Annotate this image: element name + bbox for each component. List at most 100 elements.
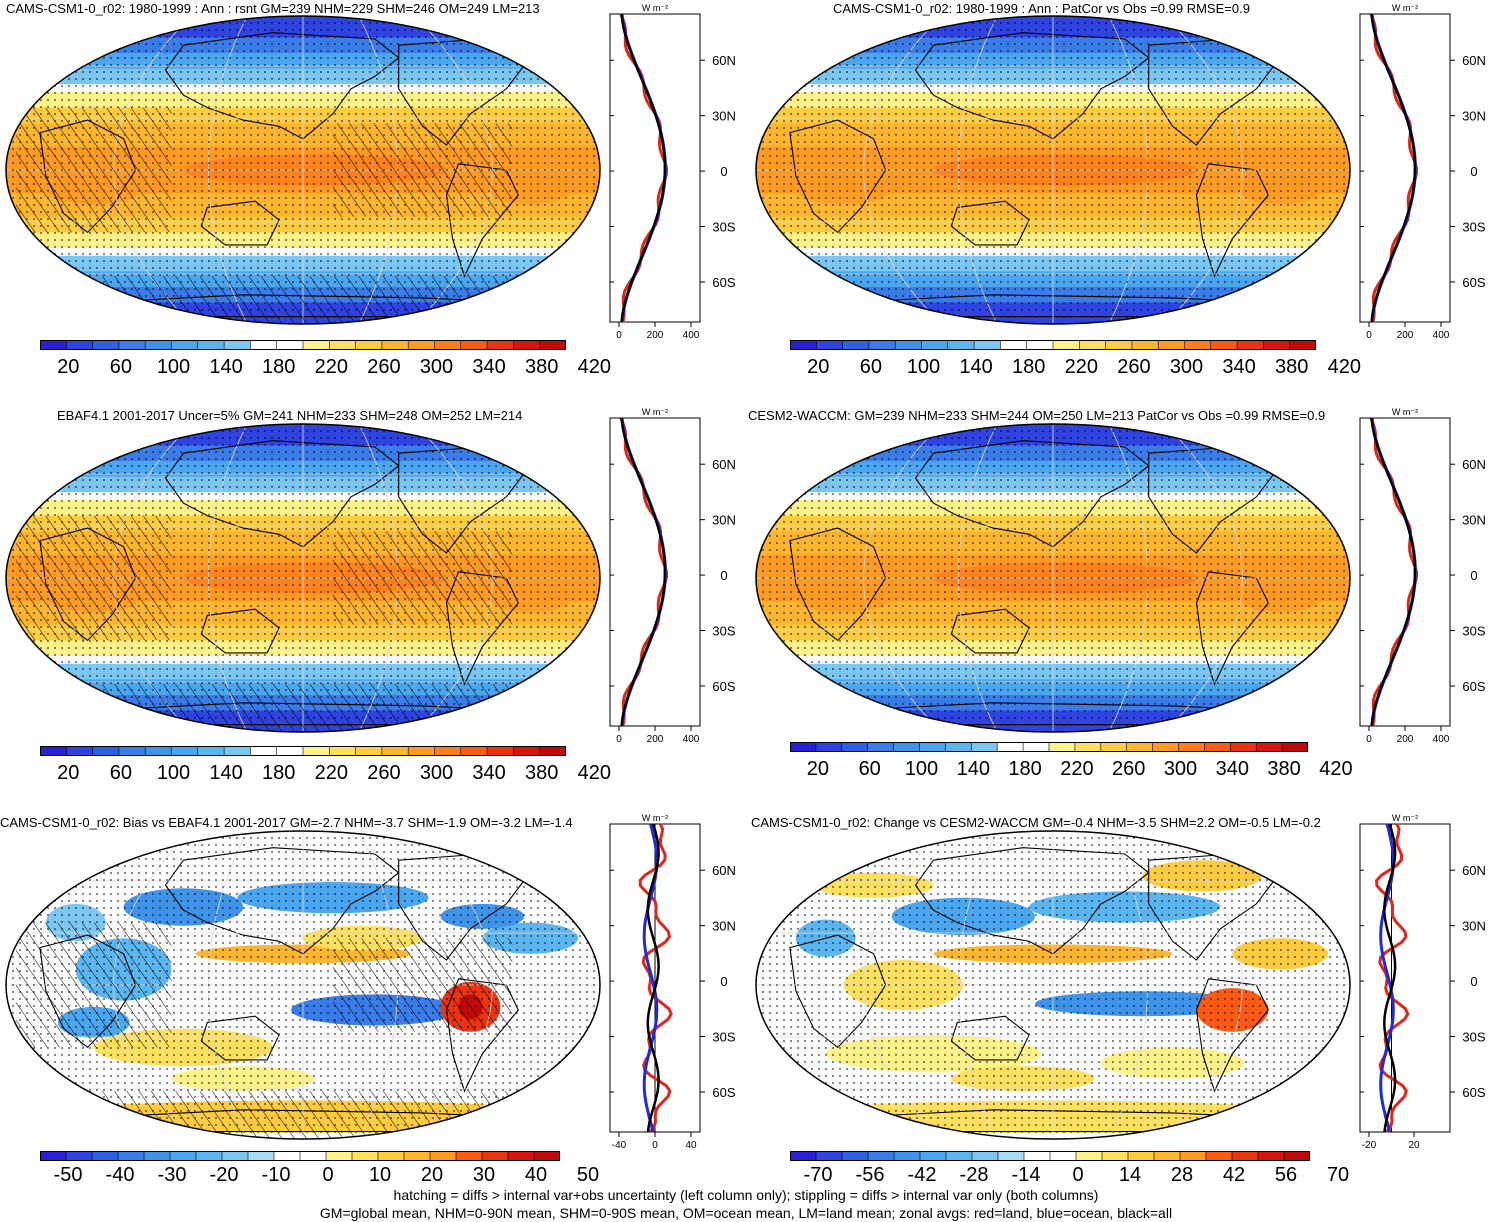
map-border (755, 15, 1351, 325)
colorbar-tick-label: 220 (1064, 356, 1098, 378)
colorbar-swatch (1024, 1151, 1051, 1161)
colorbar-swatch (222, 1151, 249, 1161)
zonal-lat-label: 0 (720, 974, 727, 989)
zonal-lat-label: 60N (712, 53, 736, 68)
panel5-title: CAMS-CSM1-0_r02: Bias vs EBAF4.1 2001-20… (0, 815, 573, 830)
hatching (332, 531, 513, 625)
colorbar-tick-label: -70 (803, 1164, 833, 1186)
colorbar-swatch (434, 340, 462, 350)
colorbar-swatch (1074, 742, 1102, 752)
colorbar-swatch (170, 1151, 197, 1161)
colorbar-tick-label: 42 (1222, 1164, 1246, 1186)
stippling (756, 831, 1350, 1139)
map-border (755, 423, 1351, 733)
colorbar-swatch (1000, 340, 1028, 350)
colorbar-swatch (868, 340, 896, 350)
colorbar-swatch (841, 742, 869, 752)
colorbar-tick-label: 100 (156, 762, 191, 784)
colorbar-swatch (1049, 742, 1076, 752)
colorbar-tick-label: -10 (261, 1164, 291, 1186)
colorbar-swatch (92, 746, 120, 756)
zonal-lat-label: 60S (712, 679, 735, 694)
colorbar-swatch (66, 1151, 93, 1161)
colorbar-tick-label: 28 (1170, 1164, 1194, 1186)
colorbar-swatch (790, 742, 817, 752)
colorbar-swatch (352, 1151, 379, 1161)
colorbar-swatch (921, 340, 949, 350)
colorbar-swatch (1184, 340, 1212, 350)
colorbar-swatch (513, 746, 541, 756)
zonal-frame (609, 13, 701, 323)
zonal-unit-label: W m⁻² (642, 813, 668, 823)
colorbar-swatch (1152, 742, 1179, 752)
colorbar-tick-label: 14 (1118, 1164, 1142, 1186)
zonal-all-line (620, 13, 667, 323)
zonal-x-label: 0 (652, 1140, 658, 1151)
zonal-lat-label: 30S (1462, 1030, 1485, 1045)
colorbar-tick-label: 140 (956, 758, 990, 780)
zonal-frame (1359, 823, 1451, 1133)
colorbar-swatch (867, 742, 895, 752)
colorbar-tick-label: 260 (367, 356, 401, 378)
colorbar-tick-label: 300 (419, 356, 454, 378)
zonal-lat-label: 60N (712, 863, 736, 878)
colorbar-tick-label: 180 (262, 356, 296, 378)
colorbar-swatch (539, 746, 566, 756)
colorbar-swatch (1204, 742, 1231, 752)
colorbar-swatch (196, 1151, 223, 1161)
colorbar-tick-label: -42 (907, 1164, 937, 1186)
colorbar-tick-label: 220 (314, 762, 348, 784)
colorbar-tick-label: -14 (1011, 1164, 1041, 1186)
colorbar-swatch (1232, 1151, 1259, 1161)
colorbar-tick-label: 100 (906, 356, 941, 378)
colorbar-swatch (894, 1151, 921, 1161)
zonal-x-label: 0 (1366, 330, 1372, 341)
colorbar-tick-label: 70 (1326, 1164, 1350, 1186)
colorbar-tick-label: 0 (322, 1164, 334, 1186)
colorbar-swatch (197, 340, 225, 350)
colorbar-tick-label: 300 (1169, 356, 1204, 378)
colorbar-swatch (945, 742, 972, 752)
colorbar-tick-label: 10 (368, 1164, 392, 1186)
footer-note-legend: GM=global mean, NHM=0-90N mean, SHM=0-90… (319, 1205, 1173, 1221)
colorbar-swatch (276, 340, 304, 350)
panel2-colorbar-labels: 20 60 100 140 180 220 260 300 340 380 420 (790, 356, 1361, 378)
colorbar-swatch (144, 1151, 171, 1161)
colorbar-tick-label: 340 (1215, 758, 1249, 780)
zonal-lat-label: 0 (1470, 164, 1477, 179)
colorbar-swatch (66, 746, 94, 756)
colorbar-tick-label: 380 (525, 356, 559, 378)
colorbar-swatch (487, 340, 514, 350)
colorbar-swatch (482, 1151, 509, 1161)
colorbar-swatch (171, 746, 199, 756)
colorbar-swatch (1100, 742, 1128, 752)
zonal-lat-label: 30N (1462, 919, 1486, 934)
colorbar-tick-label: 20 (420, 1164, 444, 1186)
colorbar-tick-label: 380 (525, 762, 559, 784)
colorbar-swatch (171, 340, 199, 350)
colorbar-swatch (1076, 1151, 1103, 1161)
colorbar-swatch (974, 340, 1001, 350)
colorbar-swatch (404, 1151, 431, 1161)
colorbar-swatch (1178, 742, 1205, 752)
colorbar-swatch (355, 340, 383, 350)
colorbar-swatch (1023, 742, 1050, 752)
colorbar-tick-label: 60 (858, 758, 881, 780)
zonal-lat-label: 60S (712, 275, 735, 290)
zonal-x-label: -20 (1362, 1140, 1377, 1151)
colorbar-swatch (460, 746, 488, 756)
panel1-title: CAMS-CSM1-0_r02: 1980-1999 : Ann : rsnt … (6, 1, 540, 16)
colorbar-swatch (539, 340, 566, 350)
colorbar-swatch (145, 746, 172, 756)
zonal-lat-label: 60N (1462, 53, 1486, 68)
zonal-all-line (646, 823, 660, 1133)
colorbar-swatch (40, 1151, 67, 1161)
colorbar-swatch (1258, 1151, 1285, 1161)
colorbar-tick-label: 50 (576, 1164, 600, 1186)
panel3-zonal-mean: W m⁻² 60N 30N 0 30S 60S 0 200 400 (609, 407, 736, 745)
colorbar-tick-label: -56 (855, 1164, 885, 1186)
zonal-x-label: 200 (1397, 734, 1414, 745)
colorbar-tick-label: 56 (1274, 1164, 1298, 1186)
colorbar-tick-label: 100 (904, 758, 939, 780)
colorbar-swatch (534, 1151, 560, 1161)
